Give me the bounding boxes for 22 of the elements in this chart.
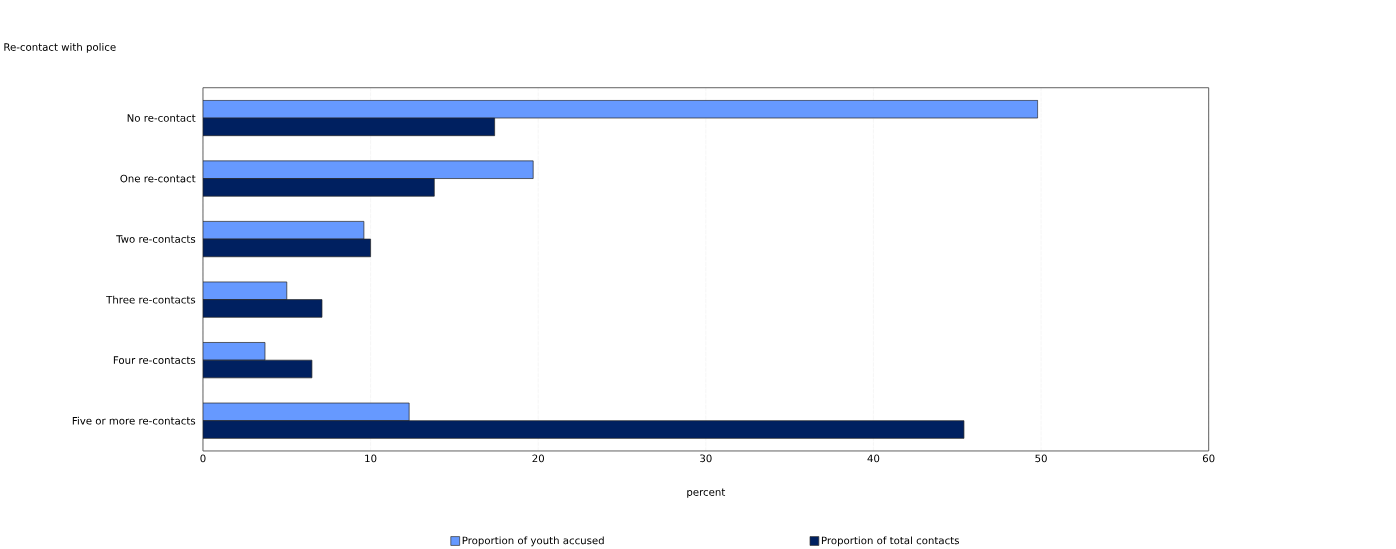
legend-label: Proportion of youth accused	[462, 536, 604, 547]
x-tick-label: 20	[532, 454, 544, 463]
bar	[202, 299, 323, 318]
x-tick-label: 10	[365, 454, 377, 463]
bar	[202, 178, 435, 197]
x-tick-label: 30	[700, 454, 712, 463]
y-tick-label: Four re-contacts	[113, 356, 196, 364]
x-tick-label: 40	[867, 454, 880, 463]
bar	[202, 117, 495, 136]
y-tick-label: No re-contact	[127, 114, 196, 122]
bar	[202, 420, 965, 439]
x-tick-label: 50	[1035, 454, 1047, 463]
y-tick-label: Five or more re-contacts	[72, 416, 196, 425]
bar	[202, 238, 371, 258]
text: Re-contact with police	[4, 42, 116, 53]
y-tick-label: Three re-contacts	[106, 295, 196, 304]
legend-label: Proportion of total contacts	[821, 536, 959, 547]
y-tick-label: Two re-contacts	[116, 235, 196, 243]
y-tick-label: One re-contact	[120, 174, 196, 183]
x-tick-label: 60	[1202, 454, 1215, 463]
x-tick-label: 0	[200, 454, 206, 463]
x-axis-title: percent	[687, 488, 726, 498]
